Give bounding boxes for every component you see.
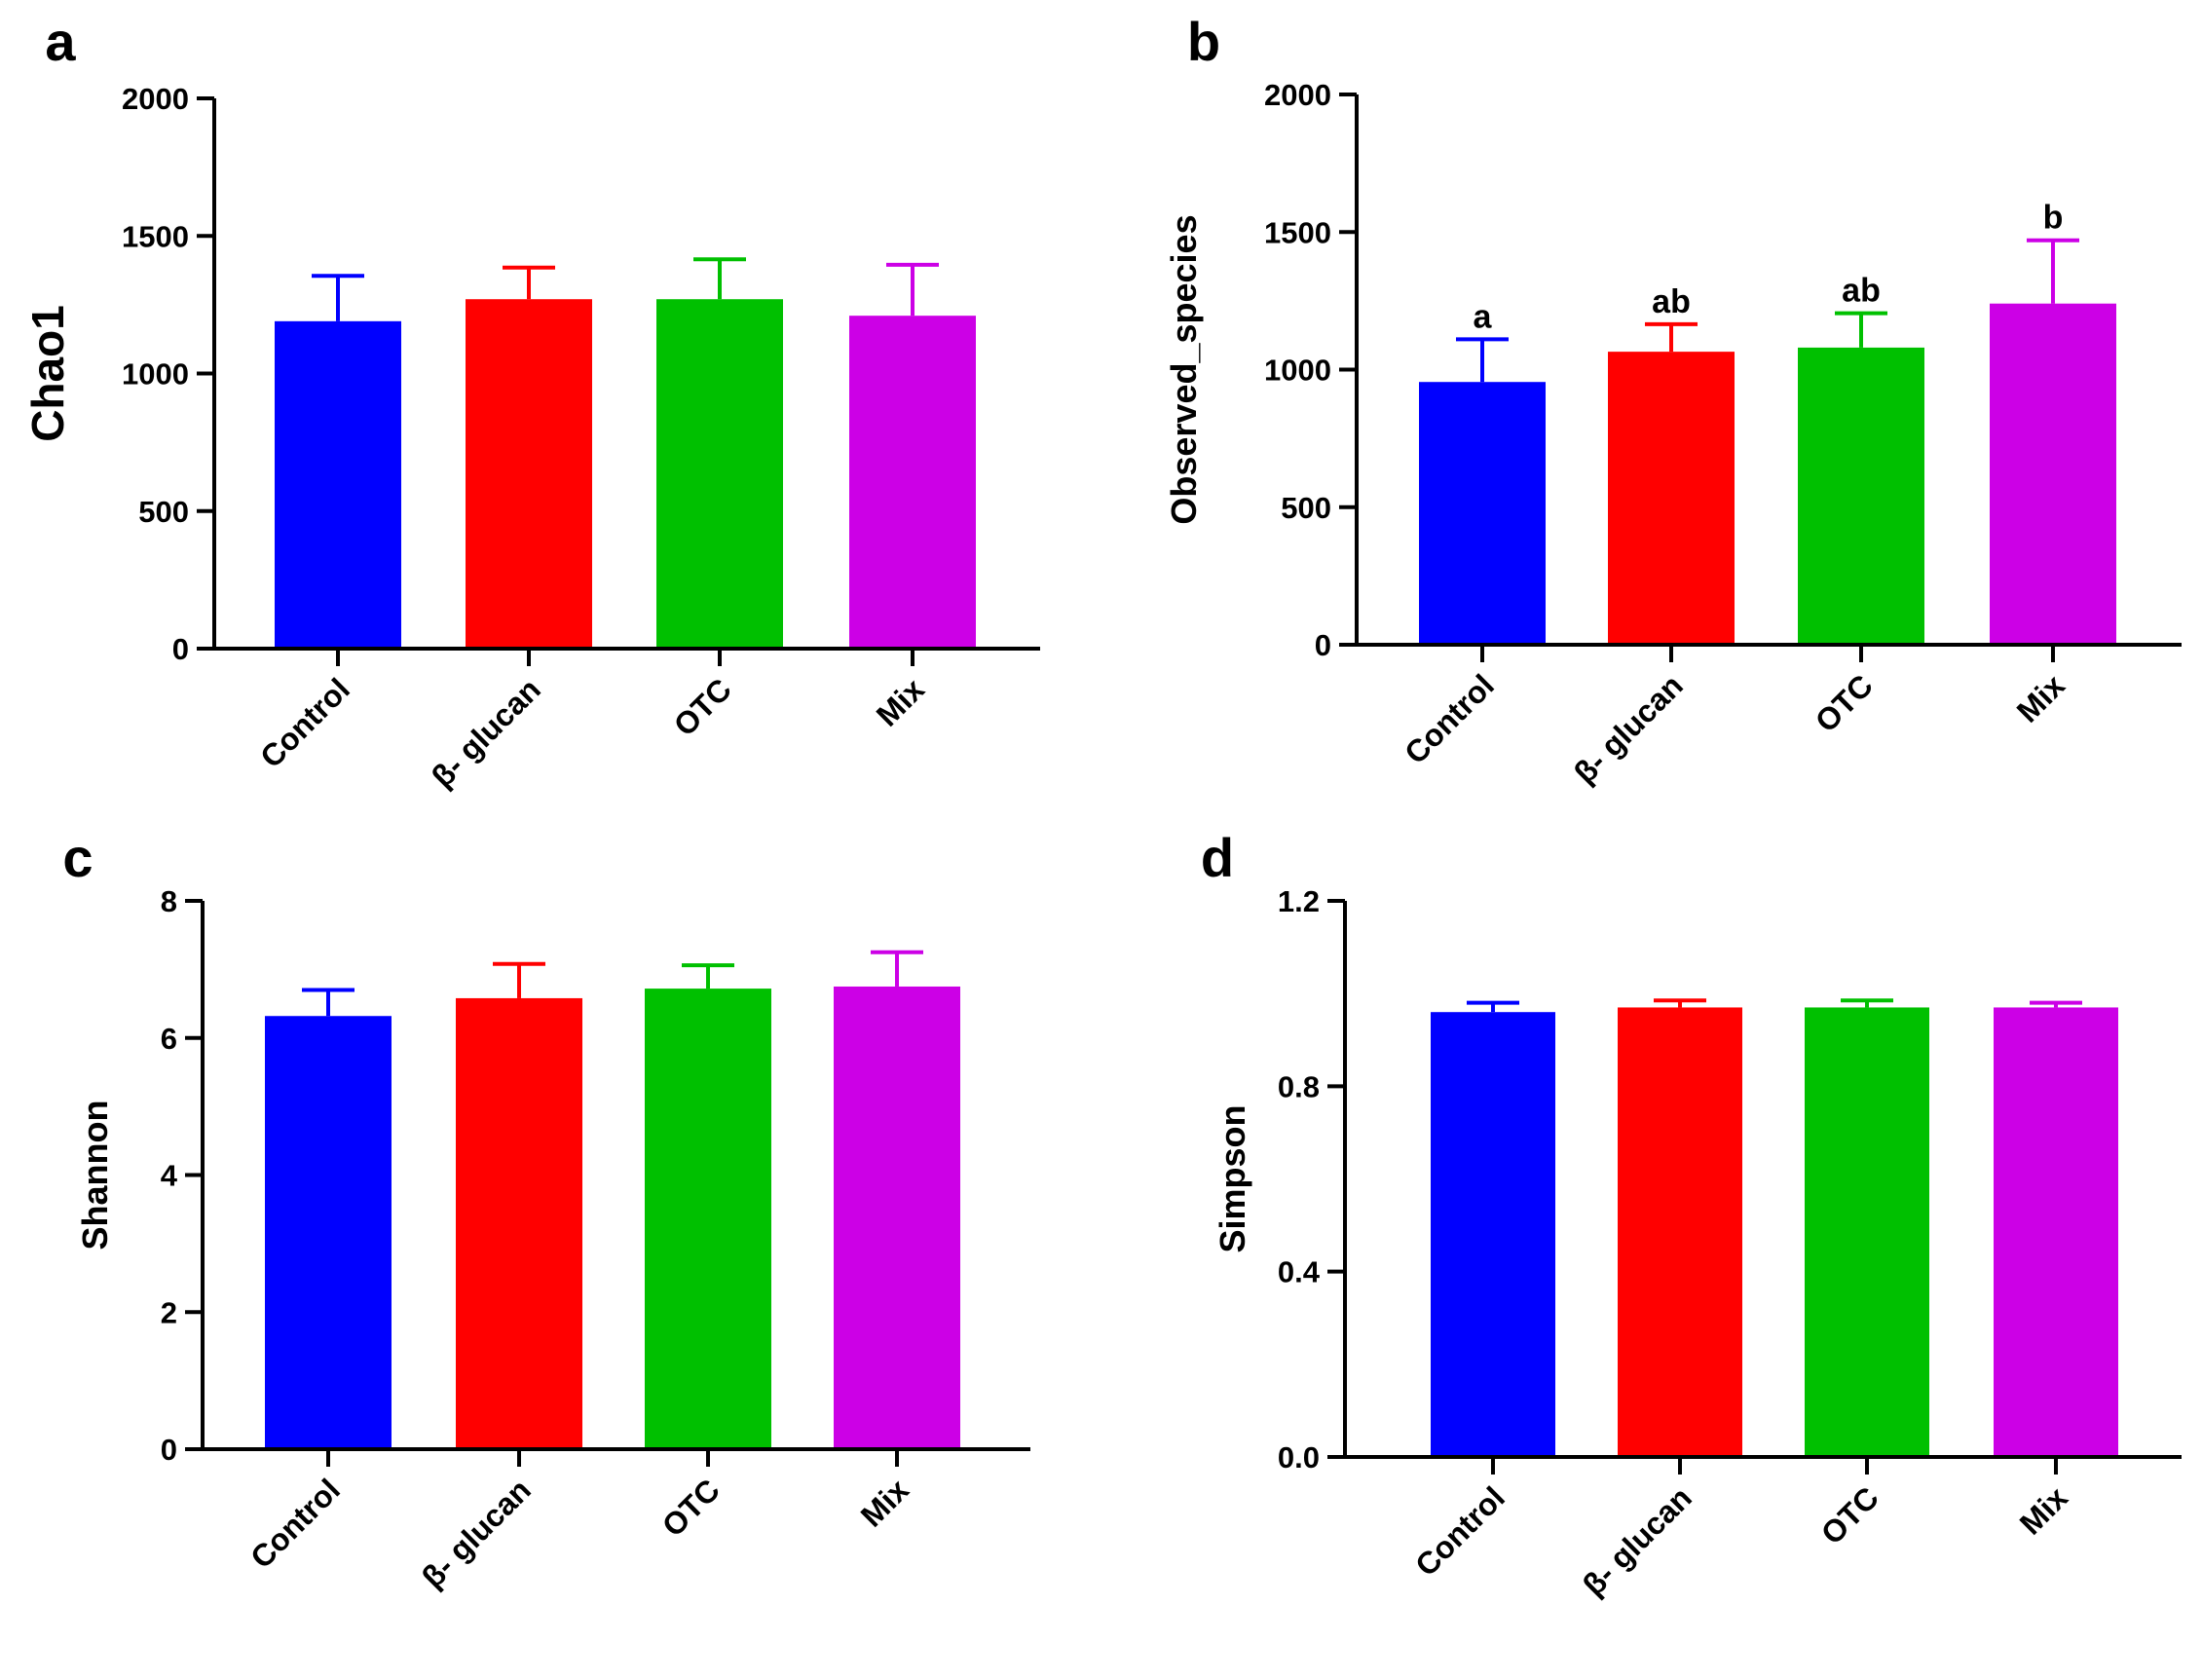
bar [466,299,592,649]
x-tick-label: β- glucan [425,671,547,794]
bar [456,997,582,1449]
significance-label: ab [1652,283,1691,320]
y-tick-label: 4 [161,1159,178,1193]
bar [1419,382,1546,645]
y-tick-label: 0.4 [1278,1255,1321,1289]
bar [1994,1007,2118,1457]
y-tick-label: 0 [1315,628,1331,662]
panel-label: b [1187,11,1220,72]
bar [656,299,783,649]
x-tick-label: OTC [667,671,738,742]
panel-label: d [1201,827,1234,888]
y-tick-label: 6 [161,1022,177,1056]
y-tick-label: 0.8 [1278,1069,1320,1103]
panel-label: c [62,827,93,888]
y-tick-label: 1000 [122,357,189,392]
x-tick-label: Control [243,1472,347,1575]
panel-label: a [45,11,76,72]
bar [265,1016,392,1449]
x-tick-label: β- glucan [1567,667,1690,790]
bar [1805,1007,1929,1457]
bar [1990,303,2116,645]
y-tick-label: 1500 [1264,215,1331,249]
y-tick-label: 2 [161,1295,177,1329]
x-tick-label: Mix [870,671,931,732]
bar [1618,1007,1742,1457]
y-tick-label: 8 [161,884,177,918]
y-axis-label: Observed_species [1164,214,1204,524]
panel-c: c 0 2 4 6 8 Control β- glucan OTC Mix Shannon [62,827,1030,1595]
bar [1431,1012,1555,1457]
panel-d: d 0.0 0.4 0.8 1.2 Control β- glucan OTC Mix Simps… [1201,827,2182,1603]
y-tick-label: 500 [1281,491,1331,525]
x-tick-label: Control [253,671,356,774]
significance-label: ab [1842,273,1881,310]
x-tick-label: Control [1398,667,1501,770]
y-tick-label: 0 [161,1433,177,1467]
bar [834,986,960,1449]
y-tick-label: 0 [172,632,189,666]
x-tick-label: Mix [2010,667,2071,728]
x-tick-label: Mix [854,1472,915,1533]
x-tick-label: β- glucan [1576,1479,1698,1602]
y-tick-label: 2000 [122,82,189,116]
y-tick-label: 2000 [1264,78,1331,112]
x-tick-label: Mix [2013,1479,2074,1541]
y-axis-label: Shannon [75,1101,115,1251]
x-tick-label: β- glucan [415,1472,538,1594]
panel-b: b a ab ab b 0 500 1000 1500 2000 Control β- glucan O… [1164,11,2182,791]
y-tick-label: 1000 [1264,354,1331,388]
x-tick-label: Control [1408,1479,1512,1583]
x-tick-label: OTC [1809,667,1880,738]
bar [1608,352,1735,645]
panel-a: a 0 500 1000 1500 2000 Control β- glucan OTC Mix C… [22,11,1040,795]
y-axis-label: Simpson [1213,1104,1252,1252]
y-tick-label: 1.2 [1278,884,1320,918]
y-tick-label: 500 [138,495,189,529]
bar [1798,347,1924,645]
significance-label: a [1474,298,1493,335]
x-tick-label: OTC [1814,1479,1885,1550]
y-axis-label: Chao1 [22,305,73,442]
y-tick-label: 0.0 [1278,1440,1320,1475]
significance-label: b [2043,200,2064,237]
bar [275,320,401,649]
bar [645,989,771,1449]
x-tick-label: OTC [655,1472,727,1543]
bar [849,316,976,649]
y-tick-label: 1500 [122,219,189,253]
